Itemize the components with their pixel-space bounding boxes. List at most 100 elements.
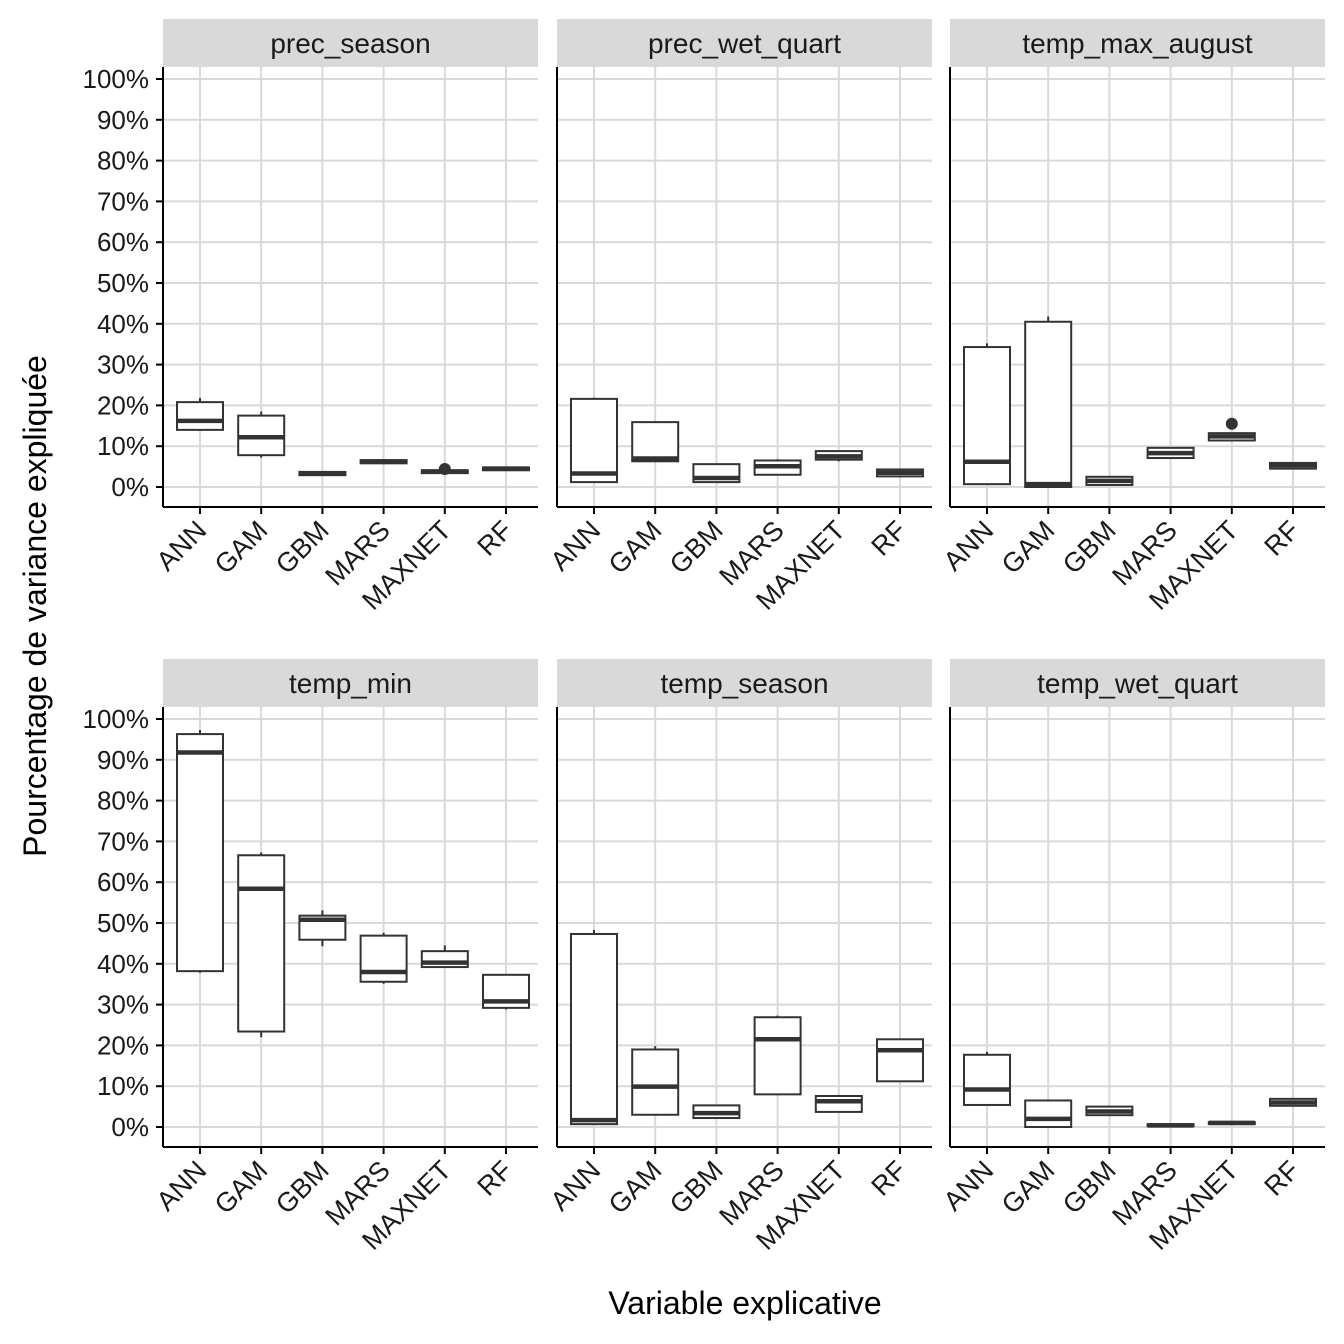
- panel-strip-label: temp_max_august: [1022, 28, 1253, 59]
- x-tick-label: ANN: [938, 515, 1000, 577]
- y-tick-label: 100%: [83, 704, 150, 734]
- box-iqr: [176, 733, 224, 973]
- x-tick-label: RF: [472, 1155, 519, 1202]
- box-ANN: [570, 929, 618, 1126]
- box-MAXNET: [814, 450, 863, 462]
- box-ANN: [963, 343, 1011, 486]
- x-tick-label: RF: [472, 515, 519, 562]
- y-tick-label: 80%: [97, 786, 149, 816]
- panel-strip-label: prec_season: [270, 28, 430, 59]
- box-MARS: [753, 459, 802, 476]
- x-tick-label: GAM: [603, 515, 668, 580]
- x-tick-label: RF: [1259, 1155, 1306, 1202]
- box-GAM: [1024, 316, 1073, 489]
- box-GBM: [692, 1104, 741, 1120]
- box-ANN: [176, 730, 224, 973]
- x-tick-label: RF: [1259, 515, 1306, 562]
- box-iqr: [176, 401, 224, 431]
- panels-layer: prec_season 0% 10% 20% 30% 40% 50% 60% 70% 80% 90%…: [83, 19, 1325, 1256]
- y-tick-label: 10%: [97, 1071, 149, 1101]
- x-tick-label: GAM: [996, 1155, 1061, 1220]
- box-MAXNET: [420, 463, 469, 476]
- outlier-point: [438, 463, 451, 476]
- y-tick-label: 20%: [97, 390, 149, 420]
- box-MARS: [753, 1015, 802, 1096]
- box-iqr: [359, 934, 408, 983]
- panel-strip-label: temp_min: [289, 668, 412, 699]
- x-tick-label: ANN: [545, 1155, 607, 1217]
- box-MAXNET: [814, 1094, 863, 1113]
- panel-strip-label: temp_wet_quart: [1037, 668, 1238, 699]
- box-RF: [482, 466, 530, 472]
- box-RF: [482, 973, 530, 1010]
- panel-strip-label: temp_season: [660, 668, 828, 699]
- box-GBM: [298, 470, 347, 477]
- box-GAM: [237, 852, 286, 1038]
- x-tick-label: ANN: [151, 515, 213, 577]
- y-tick-label: 90%: [97, 105, 149, 135]
- box-iqr: [631, 421, 680, 463]
- y-tick-label: 80%: [97, 146, 149, 176]
- box-RF: [1269, 1097, 1317, 1107]
- y-tick-label: 20%: [97, 1030, 149, 1060]
- box-iqr: [631, 1048, 680, 1116]
- panel-strip-bg: [557, 19, 932, 67]
- box-MARS: [1146, 1123, 1195, 1128]
- box-iqr: [876, 1038, 924, 1083]
- panel-strip-bg: [950, 19, 1325, 67]
- box-RF: [876, 468, 924, 478]
- y-tick-label: 60%: [97, 227, 149, 257]
- x-axis-title: Variable explicative: [608, 1285, 881, 1321]
- y-tick-label: 10%: [97, 431, 149, 461]
- panel-prec_season: prec_season 0% 10% 20% 30% 40% 50% 60% 70% 80% 90%…: [83, 19, 538, 616]
- panel-temp_min: temp_min 0% 10% 20% 30% 40% 50% 60% 70% 80% 90% 100…: [83, 659, 538, 1256]
- y-tick-label: 40%: [97, 309, 149, 339]
- x-tick-label: GAM: [603, 1155, 668, 1220]
- box-GAM: [631, 1046, 680, 1116]
- box-MAXNET: [1207, 417, 1256, 442]
- box-RF: [876, 1038, 924, 1083]
- box-iqr: [570, 397, 618, 484]
- y-tick-label: 40%: [97, 949, 149, 979]
- box-MARS: [359, 459, 408, 465]
- box-iqr: [1024, 1099, 1073, 1128]
- y-tick-label: 70%: [97, 826, 149, 856]
- box-RF: [1269, 461, 1317, 470]
- box-GAM: [237, 411, 286, 458]
- box-MAXNET: [1207, 1120, 1256, 1126]
- box-iqr: [753, 1016, 802, 1096]
- y-tick-label: 90%: [97, 745, 149, 775]
- x-tick-label: ANN: [545, 515, 607, 577]
- panel-strip-bg: [163, 19, 538, 67]
- box-GBM: [692, 463, 741, 484]
- box-ANN: [176, 398, 224, 431]
- y-tick-label: 30%: [97, 350, 149, 380]
- panel-strip-bg: [163, 659, 538, 707]
- box-MAXNET: [420, 945, 469, 969]
- y-axis-title: Pourcentage de variance expliquée: [17, 355, 53, 857]
- panel-strip-bg: [950, 659, 1325, 707]
- box-ANN: [570, 397, 618, 484]
- box-iqr: [963, 1053, 1011, 1106]
- x-tick-label: GAM: [209, 515, 274, 580]
- box-GAM: [631, 421, 680, 463]
- box-GBM: [1085, 1105, 1134, 1117]
- y-tick-label: 50%: [97, 268, 149, 298]
- x-tick-label: RF: [866, 515, 913, 562]
- x-tick-label: ANN: [938, 1155, 1000, 1217]
- box-GBM: [298, 910, 347, 947]
- box-iqr: [570, 933, 618, 1126]
- y-tick-label: 70%: [97, 186, 149, 216]
- box-GBM: [1085, 475, 1134, 486]
- y-tick-label: 60%: [97, 867, 149, 897]
- box-ANN: [963, 1051, 1011, 1106]
- box-MARS: [359, 932, 408, 984]
- box-iqr: [814, 1094, 863, 1113]
- y-tick-label: 0%: [111, 1112, 149, 1142]
- x-tick-label: RF: [866, 1155, 913, 1202]
- y-tick-label: 0%: [111, 472, 149, 502]
